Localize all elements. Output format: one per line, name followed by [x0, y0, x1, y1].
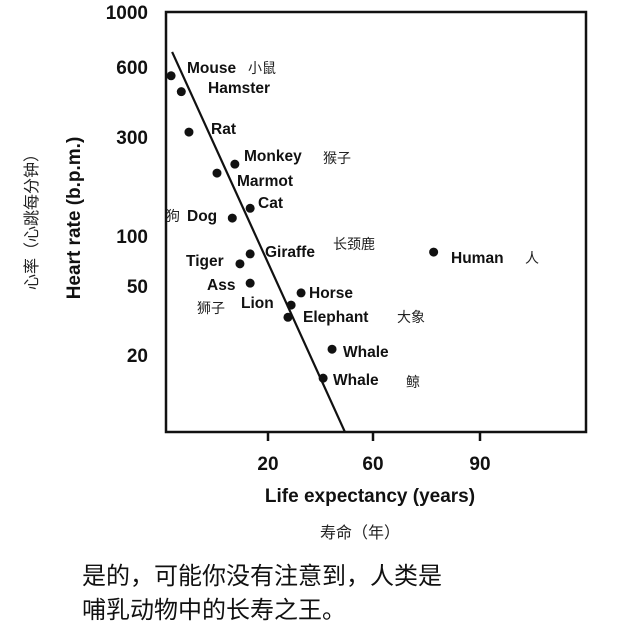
point-marker	[235, 259, 245, 269]
point-label: Ass	[207, 277, 235, 294]
data-point-monkey: Monkey 猴子	[230, 148, 351, 169]
point-label: Human	[451, 250, 504, 267]
data-point-elephant: Elephant 大象	[283, 309, 425, 326]
point-marker	[286, 300, 296, 310]
point-marker	[283, 312, 293, 322]
point-label: Marmot	[237, 173, 293, 190]
point-label: Elephant	[303, 309, 368, 326]
data-point-human: Human 人	[429, 247, 539, 267]
point-label: Monkey	[244, 148, 302, 165]
data-point-giraffe: Giraffe 长颈鹿	[245, 236, 375, 261]
x-axis-label-cn: 寿命（年）	[320, 523, 400, 542]
point-label-cn: 小鼠	[248, 61, 276, 77]
y-tick-label: 1000	[106, 3, 148, 24]
point-label: Horse	[309, 285, 353, 302]
point-label-cn: 狮子	[197, 301, 225, 317]
point-marker	[429, 247, 439, 257]
x-tick-label: 20	[257, 454, 278, 475]
x-axis-label: Life expectancy (years)	[265, 486, 475, 507]
caption-line-1: 是的，可能你没有注意到，人类是	[82, 562, 442, 590]
point-marker	[230, 159, 240, 169]
point-label-cn: 人	[525, 251, 539, 267]
point-marker	[166, 71, 176, 81]
point-label: Tiger	[186, 253, 224, 270]
x-tick-label: 90	[469, 454, 490, 475]
point-label: Hamster	[208, 80, 270, 97]
point-label: Rat	[211, 121, 236, 138]
x-tick-label: 60	[362, 454, 383, 475]
y-tick-label: 300	[116, 128, 148, 149]
point-label: Giraffe	[265, 244, 315, 261]
point-marker	[327, 344, 337, 354]
data-point-rat: Rat	[184, 121, 236, 138]
point-label: Whale	[343, 344, 389, 361]
y-tick-label: 100	[116, 227, 148, 248]
data-point-dog: Dog 狗	[166, 208, 237, 225]
data-point-tiger: Tiger	[186, 253, 245, 270]
y-axis-label-cn: 心率（心跳每分钟）	[22, 146, 41, 290]
point-marker	[245, 249, 255, 259]
y-axis-label: Heart rate (b.p.m.)	[64, 137, 85, 300]
data-point-whale: Whale 鲸	[318, 372, 420, 391]
data-point-ass: Ass	[207, 277, 255, 294]
point-label: Mouse	[187, 60, 236, 77]
data-point-marmot: Marmot	[212, 168, 293, 190]
caption-line-2: 哺乳动物中的长寿之王。	[82, 596, 346, 624]
point-marker	[245, 203, 255, 213]
plot-frame	[164, 10, 588, 434]
data-point-whale: Whale	[327, 344, 389, 361]
data-point-hamster: Hamster	[176, 80, 270, 97]
point-label-cn: 鲸	[406, 375, 420, 391]
point-marker	[296, 288, 306, 298]
data-point-lion: Lion 狮子	[197, 295, 296, 317]
point-label: Cat	[258, 195, 283, 212]
point-label: Lion	[241, 295, 274, 312]
point-label: Whale	[333, 372, 379, 389]
point-marker	[318, 373, 328, 383]
point-label-cn: 大象	[397, 310, 425, 326]
point-marker	[212, 168, 222, 178]
data-point-mouse: Mouse 小鼠	[166, 60, 276, 81]
point-marker	[176, 87, 186, 97]
data-point-cat: Cat	[245, 195, 283, 213]
y-tick-label: 600	[116, 58, 148, 79]
y-tick-label: 50	[127, 277, 148, 298]
trend-line	[171, 51, 346, 433]
point-marker	[227, 213, 237, 223]
point-marker	[245, 278, 255, 288]
point-marker	[184, 127, 194, 137]
y-tick-label: 20	[127, 346, 148, 367]
point-label-cn: 狗	[166, 209, 180, 225]
point-label-cn: 长颈鹿	[333, 236, 375, 253]
point-label-cn: 猴子	[323, 151, 351, 167]
data-point-horse: Horse	[296, 285, 353, 302]
point-label: Dog	[187, 208, 217, 225]
